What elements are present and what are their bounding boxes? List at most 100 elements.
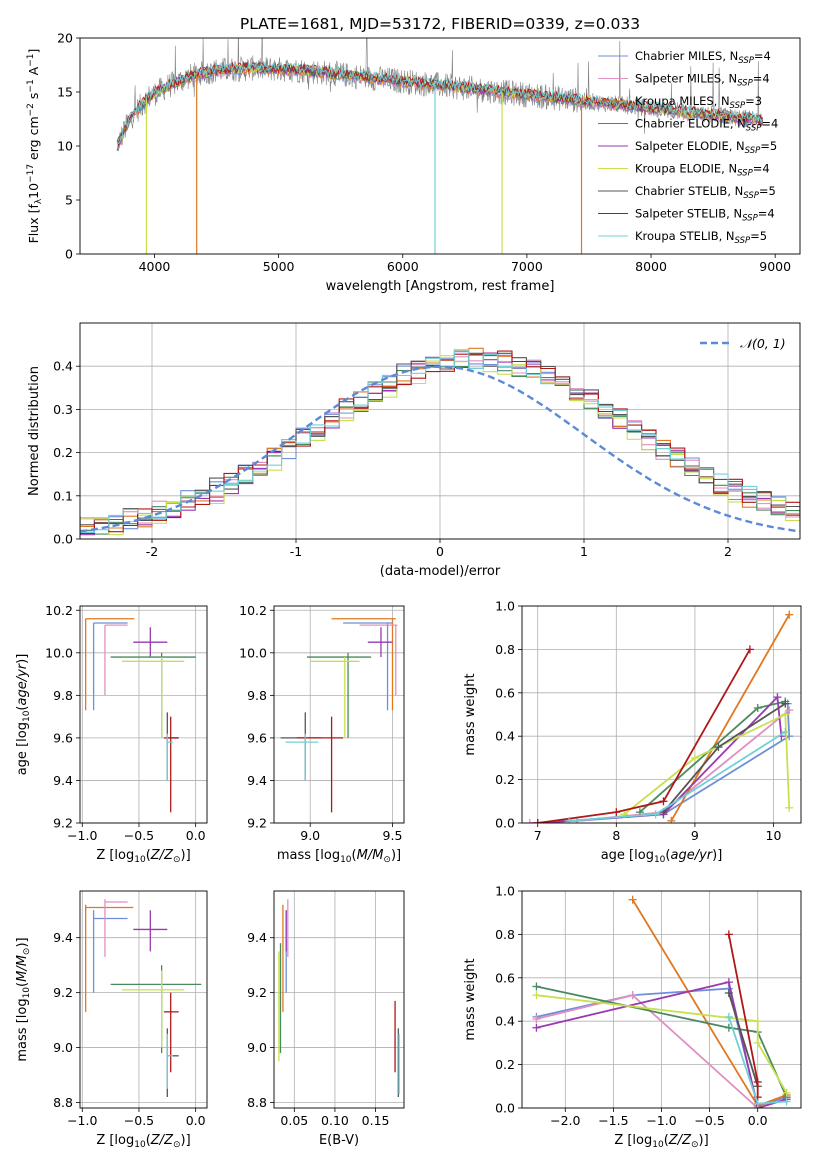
- y-axis-label: Flux [fλ10−17 erg cm−2 s−1 A−1]: [26, 49, 44, 244]
- legend-label-salpeter_elodie: Salpeter ELODIE, NSSP=5: [635, 139, 777, 156]
- mass-vs-z-panel: −1.0 −0.5 0.0 8.8 9.0 9.2 9.4 Z [log10(Z/Z⊙)] ma…: [15, 890, 208, 1150]
- y-tick-label: 9.6: [247, 730, 267, 745]
- y-tick-label: 0.3: [53, 402, 73, 417]
- y-tick-label: 0.6: [495, 970, 515, 985]
- x-tick-label: 5000: [263, 259, 295, 274]
- x-tick-label: 7: [534, 828, 542, 843]
- y-tick-label: 9.2: [247, 985, 267, 1000]
- x-tick-label: 0.10: [321, 1113, 349, 1128]
- y-tick-label: 0: [65, 247, 73, 262]
- axes-frame: [79, 322, 801, 540]
- weight-line-kroupa_elodie: [536, 994, 788, 1094]
- x-axis-label: (data-model)/error: [380, 564, 501, 579]
- x-tick-label: −0.5: [694, 1113, 724, 1128]
- y-tick-label: 10.0: [45, 645, 73, 660]
- y-tick-label: 1.0: [495, 884, 515, 899]
- legend-label-kroupa_stelib: Kroupa STELIB, NSSP=5: [635, 229, 767, 246]
- x-tick-label: −0.5: [124, 828, 154, 843]
- y-tick-label: 0.1: [53, 488, 73, 503]
- residuals-panel: -2 -1 0 1 2 0.0 0.1 0.2 0.3 0.4 (data-model)/error…: [27, 322, 801, 579]
- x-tick-label: 8: [612, 828, 620, 843]
- x-tick-label: −1.0: [67, 1113, 97, 1128]
- x-tick-label: 10: [766, 828, 782, 843]
- x-tick-label: 9.0: [300, 828, 320, 843]
- legend-label-chabrier_miles: Chabrier MILES, NSSP=4: [635, 49, 771, 66]
- weight-vs-z-lines: [532, 895, 791, 1108]
- x-tick-label: 0.0: [748, 1113, 768, 1128]
- legend-label-normal: 𝒩(0, 1): [740, 336, 786, 351]
- x-tick-label: 1: [580, 544, 588, 559]
- x-tick-label: 0.15: [362, 1113, 390, 1128]
- x-axis-label: E(B-V): [319, 1133, 359, 1148]
- x-tick-label: 0.0: [186, 828, 206, 843]
- age-vs-mass-panel: 9.0 9.5 9.2 9.4 9.6 9.8 10.0 10.2 mass [log10(M/…: [239, 603, 405, 865]
- x-tick-label: −1.5: [598, 1113, 628, 1128]
- x-tick-label: −2.0: [550, 1113, 580, 1128]
- weight-line-kroupa_elodie: [623, 713, 791, 816]
- x-tick-label: 8000: [635, 259, 667, 274]
- legend-label-salpeter_stelib: Salpeter STELIB, NSSP=4: [635, 207, 775, 224]
- axes-frame: [273, 605, 405, 824]
- x-axis-label: Z [log10(Z/Z⊙)]: [96, 1133, 190, 1150]
- y-tick-label: 0.4: [495, 1014, 515, 1029]
- y-tick-label: 15: [57, 85, 73, 100]
- spectrum-model-salpeter_stelib: [116, 61, 763, 148]
- y-tick-label: 9.2: [247, 816, 267, 831]
- x-tick-label: −1.0: [646, 1113, 676, 1128]
- y-tick-label: 0.2: [495, 772, 515, 787]
- age-vs-z-panel: −1.0 −0.5 0.0 9.2 9.4 9.6 9.8 10.0 10.2 Z [log10(…: [15, 603, 208, 865]
- weight-vs-age-panel: 7 8 9 10 0.0 0.2 0.4 0.6 0.8 1.0 age [log10(age/yr…: [463, 599, 802, 865]
- y-tick-label: 0.4: [495, 729, 515, 744]
- y-tick-label: 9.4: [247, 930, 267, 945]
- x-tick-label: −0.5: [124, 1113, 154, 1128]
- y-tick-label: 0.8: [495, 642, 515, 657]
- age-vs-mass-points: [280, 618, 398, 813]
- x-tick-label: 0: [436, 544, 444, 559]
- y-tick-label: 5: [65, 193, 73, 208]
- weight-line-kroupa_miles: [670, 614, 790, 822]
- x-axis-label: Z [log10(Z/Z⊙)]: [614, 1133, 708, 1150]
- residual-hists: [80, 347, 800, 536]
- y-tick-label: 0.4: [53, 359, 73, 374]
- y-tick-label: 20: [57, 31, 73, 46]
- y-axis-label: mass weight: [463, 673, 478, 755]
- y-tick-label: 9.8: [53, 688, 73, 703]
- y-tick-label: 9.4: [53, 773, 73, 788]
- x-tick-label: 4000: [139, 259, 171, 274]
- legend-label-kroupa_elodie: Kroupa ELODIE, NSSP=4: [635, 162, 770, 179]
- y-tick-label: 9.0: [53, 1040, 73, 1055]
- weight-line-salpeter_elodie: [537, 695, 783, 823]
- y-tick-label: 10.0: [239, 645, 267, 660]
- x-axis-label: wavelength [Angstrom, rest frame]: [326, 279, 555, 294]
- spectrum-lines: [116, 38, 764, 254]
- y-tick-label: 0.0: [495, 816, 515, 831]
- spectrum-model-chabrier_stelib: [116, 61, 764, 142]
- x-tick-label: 7000: [511, 259, 543, 274]
- y-axis-label: age [log10(age/yr)]: [15, 654, 32, 776]
- x-tick-label: 6000: [387, 259, 419, 274]
- y-tick-label: 0.0: [495, 1101, 515, 1116]
- legend-label-chabrier_elodie: Chabrier ELODIE, NSSP=4: [635, 117, 778, 134]
- y-tick-label: 9.6: [53, 730, 73, 745]
- axes-frame: [79, 890, 208, 1109]
- x-tick-label: −1.0: [67, 828, 97, 843]
- y-tick-label: 9.4: [53, 930, 73, 945]
- weight-line-chabrier_stelib: [727, 992, 759, 1087]
- x-axis-label: Z [log10(Z/Z⊙)]: [96, 848, 190, 865]
- y-tick-label: 0.6: [495, 685, 515, 700]
- x-tick-label: 0.0: [186, 1113, 206, 1128]
- age-vs-z-points: [85, 618, 196, 813]
- y-tick-label: 10: [57, 139, 73, 154]
- x-tick-label: 9: [691, 828, 699, 843]
- legend-label-kroupa_miles: Kroupa MILES, NSSP=3: [635, 94, 762, 111]
- x-axis-label: age [log10(age/yr)]: [601, 848, 723, 865]
- weight-vs-age-lines: [525, 610, 794, 823]
- y-tick-label: 9.2: [53, 816, 73, 831]
- weight-line-salpeter_elodie: [536, 981, 787, 1108]
- x-tick-label: -2: [146, 544, 158, 559]
- mass-vs-ebv-points: [278, 899, 400, 1098]
- x-tick-label: 9.5: [383, 828, 403, 843]
- y-tick-label: 8.8: [53, 1095, 73, 1110]
- mass-vs-ebv-panel: 0.05 0.10 0.15 8.8 9.0 9.2 9.4 E(B-V): [247, 890, 405, 1148]
